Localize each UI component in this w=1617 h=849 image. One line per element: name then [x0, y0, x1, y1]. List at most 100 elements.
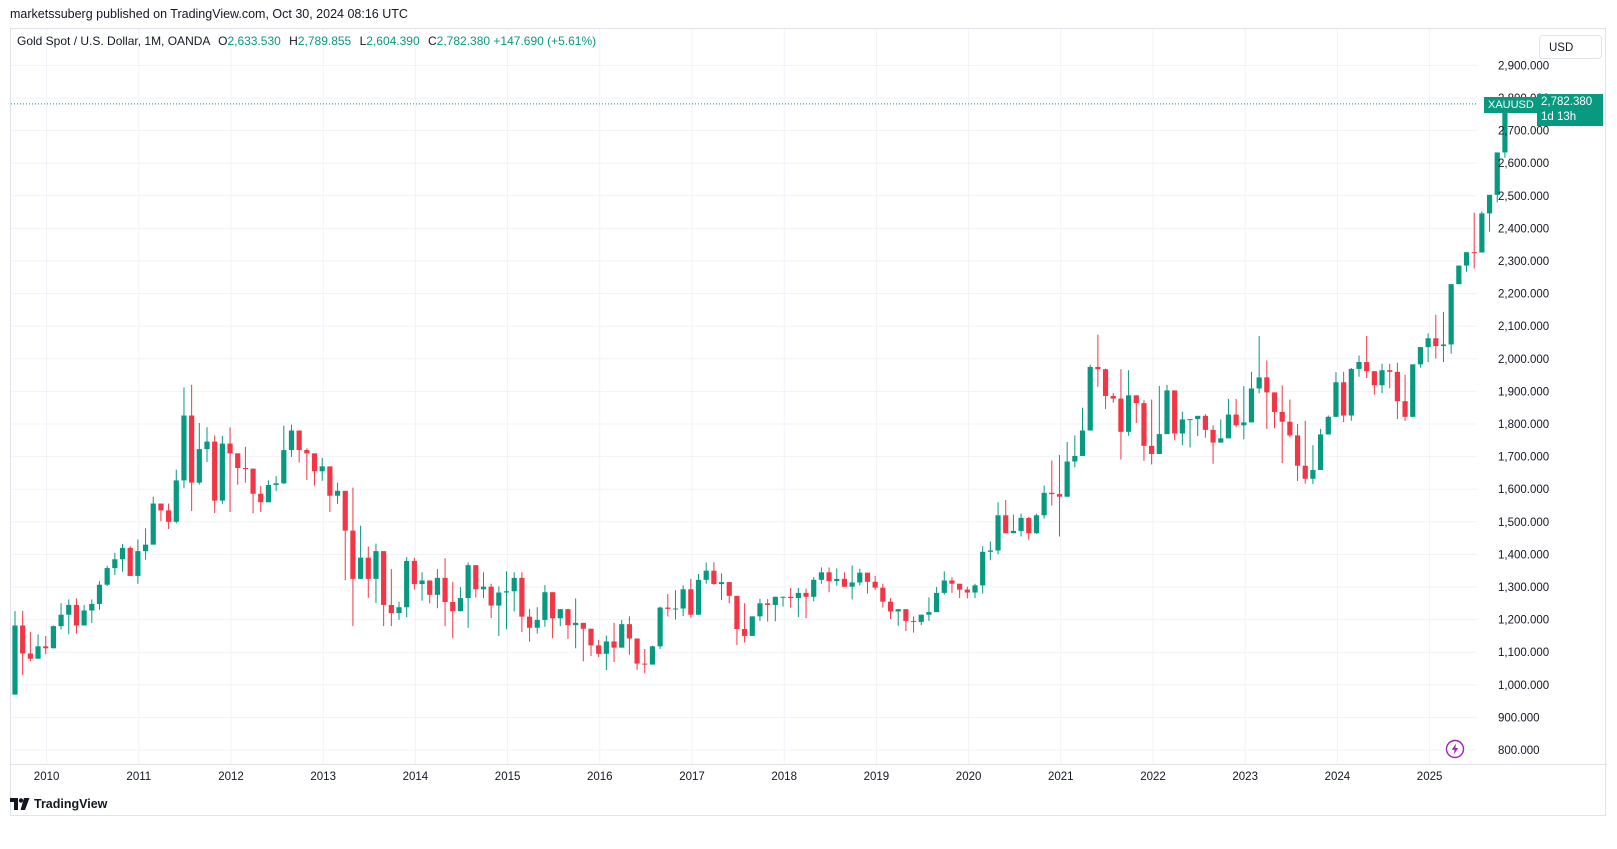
candle[interactable] — [934, 587, 940, 613]
candle[interactable] — [1356, 355, 1362, 377]
candle[interactable] — [788, 587, 794, 608]
candle[interactable] — [12, 611, 18, 695]
candle[interactable] — [864, 572, 871, 594]
candle[interactable] — [1195, 415, 1201, 437]
candle[interactable] — [96, 581, 103, 610]
candle[interactable] — [1010, 514, 1016, 534]
candle[interactable] — [680, 585, 686, 617]
candle[interactable] — [734, 595, 740, 646]
candle[interactable] — [772, 596, 778, 622]
candle[interactable] — [242, 446, 248, 483]
candle[interactable] — [419, 572, 425, 601]
candle[interactable] — [342, 490, 348, 581]
candle[interactable] — [1318, 428, 1324, 470]
candle[interactable] — [150, 496, 156, 545]
candle[interactable] — [1087, 364, 1093, 431]
candle[interactable] — [358, 525, 364, 579]
candle[interactable] — [1433, 314, 1439, 359]
candle[interactable] — [957, 583, 963, 599]
candle[interactable] — [910, 616, 917, 633]
candle[interactable] — [1018, 513, 1024, 537]
candle[interactable] — [212, 435, 218, 513]
candle[interactable] — [1049, 460, 1055, 506]
candle[interactable] — [588, 628, 594, 657]
candle[interactable] — [219, 435, 225, 504]
candle[interactable] — [534, 607, 540, 634]
candle[interactable] — [1095, 334, 1101, 387]
candlestick-chart[interactable]: 800.000 900.000 1,000.000 1,100.000 1,200.00… — [11, 29, 1607, 817]
candle[interactable] — [1102, 368, 1109, 410]
candle[interactable] — [795, 587, 801, 617]
candle[interactable] — [473, 565, 479, 598]
candle[interactable] — [803, 588, 809, 619]
candle[interactable] — [427, 580, 433, 604]
candle[interactable] — [450, 582, 456, 639]
candle[interactable] — [619, 619, 625, 648]
candle[interactable] — [334, 482, 341, 504]
candle[interactable] — [319, 457, 325, 481]
candle[interactable] — [511, 572, 517, 612]
candle[interactable] — [626, 616, 632, 655]
candle[interactable] — [1126, 370, 1132, 436]
candle[interactable] — [388, 569, 394, 627]
candle[interactable] — [27, 631, 33, 662]
candle[interactable] — [396, 601, 402, 620]
candle[interactable] — [381, 551, 387, 627]
candle[interactable] — [227, 427, 233, 513]
candle[interactable] — [465, 562, 471, 628]
candle[interactable] — [1233, 398, 1239, 428]
candle[interactable] — [350, 487, 356, 627]
candle[interactable] — [872, 575, 878, 590]
candle[interactable] — [926, 597, 932, 621]
candle[interactable] — [1225, 398, 1232, 439]
candle[interactable] — [250, 468, 256, 514]
candle[interactable] — [573, 598, 579, 649]
candle[interactable] — [1448, 284, 1454, 354]
candle[interactable] — [81, 604, 87, 626]
candle[interactable] — [1172, 390, 1178, 441]
candle[interactable] — [526, 608, 533, 642]
candle[interactable] — [89, 599, 95, 623]
candle[interactable] — [780, 596, 786, 607]
candle[interactable] — [1033, 513, 1040, 534]
candle[interactable] — [1156, 385, 1162, 454]
candle[interactable] — [672, 590, 679, 620]
candle[interactable] — [1387, 363, 1393, 389]
candle[interactable] — [304, 448, 310, 481]
candle[interactable] — [373, 543, 379, 603]
candle[interactable] — [1041, 485, 1047, 519]
candle[interactable] — [972, 583, 978, 599]
candle[interactable] — [1456, 265, 1462, 285]
candle[interactable] — [519, 572, 525, 632]
candle[interactable] — [235, 453, 241, 485]
candle[interactable] — [1072, 435, 1078, 468]
candle[interactable] — [596, 639, 602, 658]
candle[interactable] — [503, 571, 510, 630]
candle[interactable] — [127, 546, 133, 576]
candle[interactable] — [849, 565, 855, 600]
candle[interactable] — [565, 608, 571, 639]
candle[interactable] — [311, 453, 318, 486]
candle[interactable] — [173, 469, 179, 524]
candle[interactable] — [634, 638, 640, 670]
candle[interactable] — [1202, 414, 1208, 438]
candle[interactable] — [841, 572, 848, 587]
candle[interactable] — [1341, 371, 1347, 423]
candle[interactable] — [265, 480, 272, 503]
candle[interactable] — [1287, 399, 1293, 438]
candle[interactable] — [166, 503, 172, 529]
candle[interactable] — [288, 424, 295, 457]
candle[interactable] — [880, 583, 886, 608]
candle[interactable] — [603, 635, 609, 671]
candle[interactable] — [488, 583, 494, 618]
candle[interactable] — [1471, 212, 1477, 269]
candle[interactable] — [1348, 367, 1354, 421]
candle[interactable] — [895, 609, 901, 626]
candle[interactable] — [811, 577, 817, 602]
candle[interactable] — [442, 558, 448, 627]
candle[interactable] — [611, 622, 617, 662]
candle[interactable] — [703, 562, 709, 584]
candle[interactable] — [1333, 372, 1339, 417]
candle[interactable] — [1486, 194, 1493, 232]
footer-branding[interactable]: TradingView — [10, 797, 107, 811]
